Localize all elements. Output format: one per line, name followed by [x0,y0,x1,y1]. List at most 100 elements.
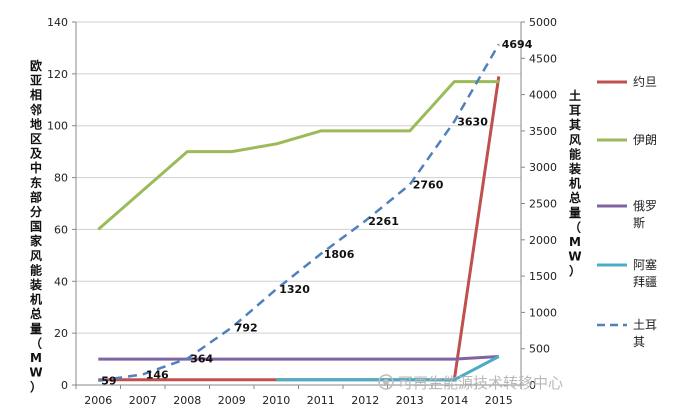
x-tick-label: 2008 [173,394,201,407]
right-tick-label: 4000 [529,89,557,102]
axis-title-char: 耳 [569,104,581,118]
data-label: 59 [101,375,116,388]
right-tick-label: 3500 [529,125,557,138]
watermark: 可再生能源技术转移中心 [378,374,563,392]
series-line-2 [98,355,499,361]
right-tick-label: 3000 [529,161,557,174]
axis-title-char: 部 [30,189,42,204]
x-tick-label: 2006 [84,394,112,407]
axis-title-char: 地 [30,116,42,131]
axis-title-char: 其 [569,117,581,132]
axis-title-char: （ [30,335,42,350]
gridlines [76,21,521,386]
axis-title-char: ） [30,379,42,394]
data-label: 364 [190,353,213,366]
axis-title-char: 量 [569,206,581,220]
axis-title-char: 国 [30,220,42,234]
watermark-icon-inner [383,379,389,385]
left-tick-label: 20 [54,327,68,340]
x-axis-ticks: 2006 2007 2008 2009 2010 2011 2012 2013 2014 2015 [75,385,522,407]
axis-title-char: 机 [30,292,42,307]
axes [75,22,522,386]
data-label: 2261 [368,215,399,228]
axis-title-char: M [30,351,42,365]
right-tick-label: 1500 [529,270,557,283]
axis-title-char: 亚 [30,74,42,88]
left-tick-label: 140 [47,16,68,29]
axis-title-char: 装 [29,277,42,292]
legend-label: 土耳 [633,318,657,332]
series-line-0 [98,76,501,382]
axis-title-char: 东 [30,175,42,190]
x-tick-label: 2015 [485,394,513,407]
left-tick-label: 40 [54,275,68,288]
legend-label: 其 [633,335,645,349]
axis-title-char: 风 [569,133,581,147]
axis-title-char: 总 [569,190,581,205]
axis-title-char: 及 [30,147,43,161]
x-tick-label: 2014 [440,394,468,407]
legend-label: 阿塞 [633,257,657,272]
axis-title-char: 中 [30,160,42,175]
data-label: 4694 [502,38,533,51]
right-tick-label: 2000 [529,234,557,247]
axis-title-char: 能 [569,146,581,161]
axis-title-char: 家 [30,233,43,248]
right-tick-label: 0 [529,379,536,392]
axis-title-char: 量 [30,322,42,336]
series-line-4 [98,43,500,382]
axis-title-char: 能 [30,262,42,277]
right-axis-ticks: 0 500 1000 1500 2000 2500 3000 3500 4000 4500 5000 [521,16,557,392]
axis-title-char: 土 [569,88,581,103]
watermark-text: 可再生能源技术转移中心 [398,374,563,392]
axis-title-char: W [29,366,42,380]
axis-title-char: M [569,235,581,249]
x-tick-label: 2012 [351,394,379,407]
axis-title-char: 分 [30,204,42,219]
right-tick-label: 2500 [529,198,557,211]
axis-title-char: 装 [568,161,581,176]
data-label: 2760 [413,179,444,192]
legend-label: 伊朗 [633,133,657,147]
right-tick-label: 500 [529,343,550,356]
axis-title-char: 欧 [30,58,42,73]
legend-label: 俄罗 [633,199,657,213]
axis-title-char: 风 [30,249,42,263]
x-tick-label: 2007 [129,394,157,407]
axis-title-char: 总 [30,306,42,321]
x-tick-label: 2010 [262,394,290,407]
data-label: 792 [235,322,258,335]
left-tick-label: 80 [54,172,68,185]
data-label: 1806 [324,248,355,261]
x-tick-label: 2013 [396,394,424,407]
legend-label: 拜疆 [633,275,657,289]
axis-title-char: 区 [30,132,42,146]
right-tick-label: 5000 [529,16,557,29]
left-tick-label: 0 [61,379,68,392]
axis-title-char: 机 [569,176,581,191]
series-lines [97,43,501,382]
x-tick-label: 2011 [307,394,335,407]
data-labels: 59 146 364 792 1320 1806 2261 2760 3630 4694 [101,38,532,388]
series-line-1 [97,80,499,231]
data-label: 146 [146,368,169,381]
axis-title-char: ） [569,263,581,278]
legend-label: 约旦 [633,74,657,89]
axis-title-char: （ [569,219,581,234]
axis-title-char: 邻 [29,102,42,117]
right-tick-label: 4500 [529,52,557,65]
legend-label: 斯 [633,216,645,230]
data-label: 3630 [457,115,488,128]
left-tick-label: 100 [47,120,68,133]
axis-title-char: W [568,250,581,264]
left-axis-ticks: 0 20 40 60 80 100 120 140 [47,16,76,392]
left-tick-label: 120 [47,68,68,81]
left-tick-label: 60 [54,223,68,236]
watermark-icon [378,374,394,390]
data-label: 1320 [279,283,310,296]
x-tick-label: 2009 [218,394,246,407]
